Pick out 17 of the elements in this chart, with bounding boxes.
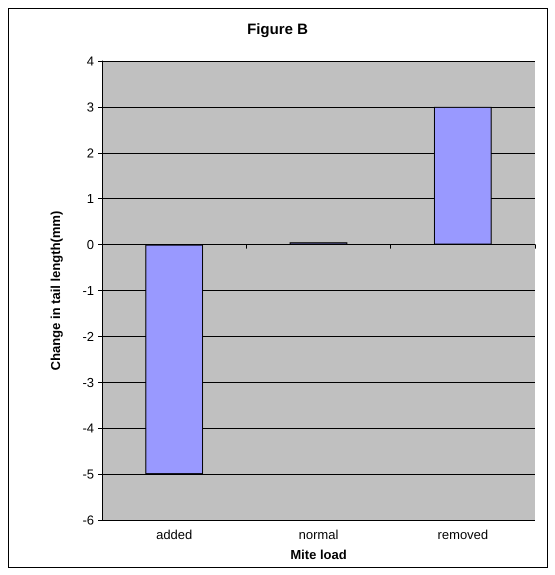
y-tick-label: 0 bbox=[86, 237, 94, 252]
y-tick-label: -6 bbox=[82, 512, 94, 528]
y-tick-label: -2 bbox=[82, 328, 94, 344]
y-tick-label: -5 bbox=[82, 466, 94, 482]
y-tick-label: -1 bbox=[82, 283, 94, 298]
x-tick-label: removed bbox=[438, 527, 488, 542]
x-axis-title: Mite load bbox=[290, 547, 347, 562]
y-tick-label: 3 bbox=[86, 99, 94, 114]
y-tick-label: -3 bbox=[82, 374, 94, 390]
y-axis-title: Change in tail length(mm) bbox=[48, 210, 63, 370]
y-tick-label: 4 bbox=[86, 54, 94, 68]
y-tick-label: 1 bbox=[86, 191, 94, 206]
chart-title: Figure B bbox=[247, 21, 308, 38]
x-tick-label: added bbox=[156, 527, 192, 542]
y-tick-label: 2 bbox=[86, 145, 94, 160]
x-tick-label: normal bbox=[298, 527, 338, 542]
y-tick-label: -4 bbox=[82, 420, 94, 436]
